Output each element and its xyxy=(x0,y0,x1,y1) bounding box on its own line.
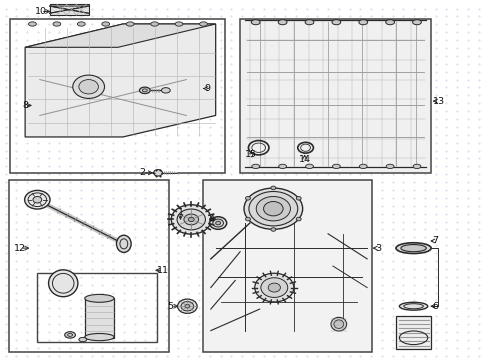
Ellipse shape xyxy=(268,283,280,292)
Ellipse shape xyxy=(28,22,36,26)
Ellipse shape xyxy=(177,209,205,230)
Bar xyxy=(396,316,431,348)
Ellipse shape xyxy=(177,299,197,314)
Bar xyxy=(37,273,157,342)
Ellipse shape xyxy=(331,318,346,331)
Ellipse shape xyxy=(396,243,431,253)
Ellipse shape xyxy=(278,20,287,25)
Ellipse shape xyxy=(296,197,301,200)
Ellipse shape xyxy=(199,22,207,26)
Text: 11: 11 xyxy=(157,266,169,275)
Bar xyxy=(241,19,430,172)
Bar xyxy=(9,180,169,352)
Ellipse shape xyxy=(251,20,260,25)
Ellipse shape xyxy=(184,214,198,225)
Ellipse shape xyxy=(252,164,260,168)
Ellipse shape xyxy=(77,22,85,26)
Ellipse shape xyxy=(264,202,283,216)
Ellipse shape xyxy=(79,337,87,342)
Ellipse shape xyxy=(213,219,223,227)
Ellipse shape xyxy=(306,164,314,168)
Ellipse shape xyxy=(401,244,426,252)
Bar xyxy=(49,4,89,15)
Text: 7: 7 xyxy=(433,237,439,246)
Ellipse shape xyxy=(126,22,134,26)
Ellipse shape xyxy=(102,22,110,26)
Polygon shape xyxy=(25,24,216,47)
Ellipse shape xyxy=(175,22,183,26)
Text: 15: 15 xyxy=(245,150,257,159)
Ellipse shape xyxy=(65,332,75,338)
Ellipse shape xyxy=(185,305,190,308)
Ellipse shape xyxy=(332,20,341,25)
Ellipse shape xyxy=(256,197,291,221)
Ellipse shape xyxy=(271,186,276,190)
Ellipse shape xyxy=(85,333,114,341)
Bar xyxy=(204,180,371,352)
Bar xyxy=(85,298,114,338)
Ellipse shape xyxy=(271,228,276,231)
Ellipse shape xyxy=(24,190,50,209)
Ellipse shape xyxy=(216,221,220,225)
Bar xyxy=(130,65,203,116)
Ellipse shape xyxy=(386,164,394,168)
Ellipse shape xyxy=(171,205,211,234)
Ellipse shape xyxy=(296,217,301,221)
Text: 9: 9 xyxy=(204,84,210,93)
Ellipse shape xyxy=(154,170,162,176)
Ellipse shape xyxy=(117,235,131,252)
Ellipse shape xyxy=(151,22,159,26)
Ellipse shape xyxy=(359,164,367,168)
Text: 8: 8 xyxy=(22,101,28,110)
Text: 5: 5 xyxy=(168,302,174,311)
Ellipse shape xyxy=(210,217,227,229)
Ellipse shape xyxy=(181,302,194,311)
Ellipse shape xyxy=(334,320,343,328)
Ellipse shape xyxy=(413,20,421,25)
Ellipse shape xyxy=(79,80,98,94)
Ellipse shape xyxy=(249,192,298,226)
Ellipse shape xyxy=(261,278,288,297)
Ellipse shape xyxy=(332,164,340,168)
Text: 2: 2 xyxy=(139,168,146,177)
Ellipse shape xyxy=(279,164,287,168)
Ellipse shape xyxy=(244,188,303,229)
Ellipse shape xyxy=(73,75,104,98)
Ellipse shape xyxy=(245,217,250,221)
Text: 6: 6 xyxy=(433,302,439,311)
Ellipse shape xyxy=(245,197,250,200)
Bar xyxy=(10,19,225,173)
Text: 13: 13 xyxy=(433,96,444,105)
Ellipse shape xyxy=(255,273,294,302)
Ellipse shape xyxy=(49,270,78,297)
Ellipse shape xyxy=(33,197,42,203)
Ellipse shape xyxy=(188,217,194,222)
Ellipse shape xyxy=(53,22,61,26)
Ellipse shape xyxy=(140,87,150,94)
Polygon shape xyxy=(25,24,216,137)
Text: 12: 12 xyxy=(14,244,26,253)
Bar xyxy=(240,19,431,173)
Ellipse shape xyxy=(413,164,421,168)
Bar xyxy=(203,180,372,352)
Ellipse shape xyxy=(85,294,114,302)
Ellipse shape xyxy=(386,20,394,25)
Text: 3: 3 xyxy=(375,244,381,253)
Ellipse shape xyxy=(161,87,170,93)
Text: 14: 14 xyxy=(298,155,311,164)
Ellipse shape xyxy=(359,20,368,25)
Ellipse shape xyxy=(305,20,314,25)
Text: 1: 1 xyxy=(177,208,183,217)
Ellipse shape xyxy=(399,302,428,310)
Text: 10: 10 xyxy=(35,7,47,16)
Text: 4: 4 xyxy=(209,215,215,224)
